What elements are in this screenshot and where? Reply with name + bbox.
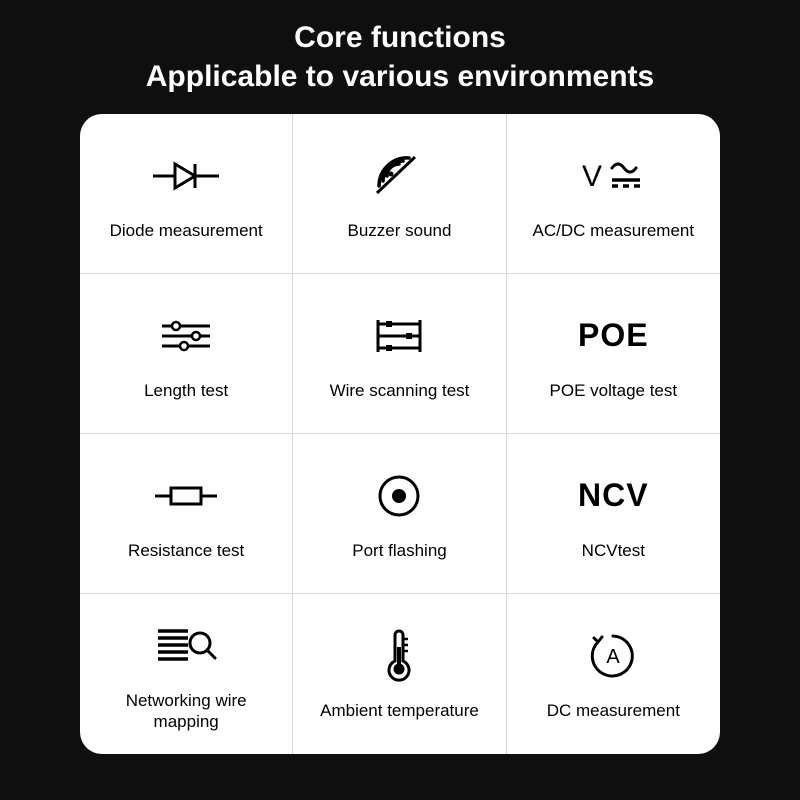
feature-cell-resistor: Resistance test [80,434,293,594]
thermometer-icon [364,626,434,686]
poe-text-icon: POE [578,317,649,354]
feature-label: Wire scanning test [330,380,470,401]
title-line-1: Core functions [146,18,654,57]
feature-cell-thermometer: Ambient temperature [293,594,506,754]
feature-label: Length test [144,380,228,401]
mapping-icon [151,616,221,676]
dc-icon: A [578,626,648,686]
diode-icon [151,146,221,206]
feature-label: Diode measurement [110,220,263,241]
acdc-icon: V [578,146,648,206]
feature-label: DC measurement [547,700,680,721]
feature-label: Buzzer sound [348,220,452,241]
length-icon [151,306,221,366]
poe-icon: POE [578,306,648,366]
feature-cell-diode: Diode measurement [80,114,293,274]
feature-cell-ncv: NCV NCVtest [507,434,720,594]
header: Core functions Applicable to various env… [146,0,654,114]
feature-label: Resistance test [128,540,244,561]
feature-label: Port flashing [352,540,447,561]
resistor-icon [151,466,221,526]
title-line-2: Applicable to various environments [146,57,654,96]
port-flash-icon [364,466,434,526]
feature-label: Networking wire mapping [101,690,271,733]
feature-label: NCVtest [582,540,645,561]
feature-label: Ambient temperature [320,700,479,721]
feature-cell-port-flash: Port flashing [293,434,506,594]
ncv-text-icon: NCV [578,477,649,514]
feature-cell-mapping: Networking wire mapping [80,594,293,754]
svg-text:V: V [582,160,602,193]
feature-grid: Diode measurement Buzzer sound V [80,114,720,754]
feature-cell-dc: A DC measurement [507,594,720,754]
feature-label: POE voltage test [550,380,678,401]
wire-scan-icon [364,306,434,366]
feature-cell-wire-scan: Wire scanning test [293,274,506,434]
ncv-icon: NCV [578,466,648,526]
feature-cell-poe: POE POE voltage test [507,274,720,434]
buzzer-icon [364,146,434,206]
feature-cell-acdc: V AC/DC measurement [507,114,720,274]
svg-text:A: A [607,646,621,668]
feature-label: AC/DC measurement [533,220,695,241]
feature-cell-length: Length test [80,274,293,434]
feature-cell-buzzer: Buzzer sound [293,114,506,274]
